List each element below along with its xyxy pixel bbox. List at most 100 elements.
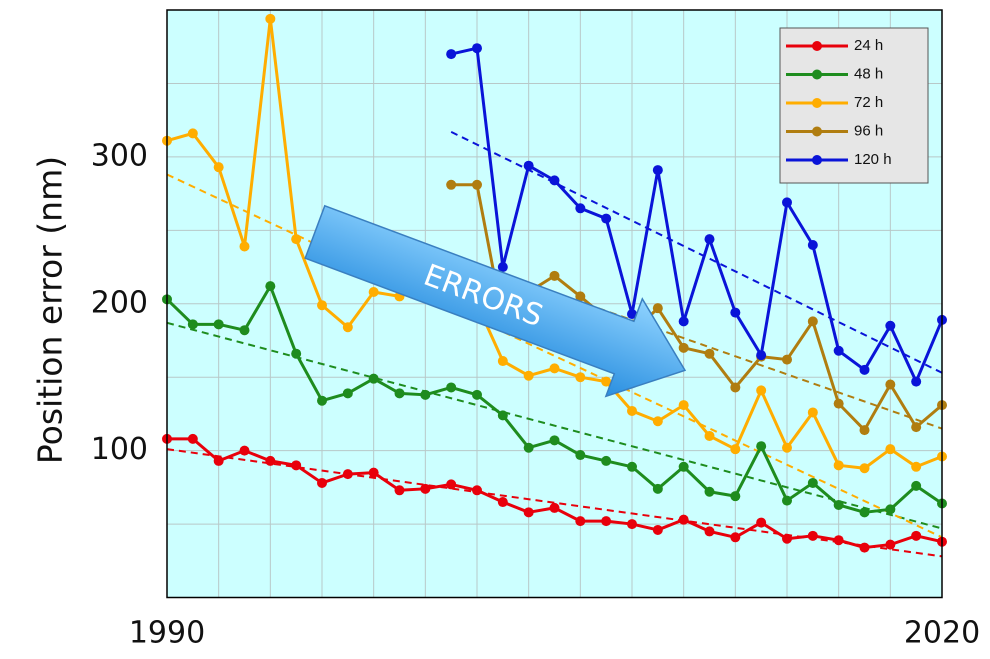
data-point [652,303,663,314]
data-point [317,300,327,311]
data-point [807,530,818,541]
data-point [497,262,508,273]
data-point [782,495,792,506]
data-point [678,400,689,411]
data-point [239,445,250,456]
data-point [601,516,612,527]
data-point [678,461,689,472]
data-point [446,49,457,60]
data-point [833,345,844,356]
data-point [911,461,922,472]
legend-marker [812,69,822,80]
data-point [523,507,534,518]
data-point [885,379,896,390]
legend-marker [812,155,822,165]
data-point [575,203,586,214]
data-point [782,442,792,453]
data-point [575,372,586,383]
y-tick-label: 200 [91,285,148,320]
data-point [265,13,276,24]
data-point [885,504,896,515]
data-point [833,460,844,471]
data-point [911,530,922,541]
data-point [549,270,560,281]
data-point [368,467,379,478]
data-point [730,444,741,455]
data-point [549,363,560,374]
data-point [885,444,896,455]
data-point [911,422,922,433]
data-point [756,517,767,528]
data-point [652,524,663,535]
data-point [549,435,560,446]
data-point [472,43,482,54]
data-point [342,388,353,399]
data-point [782,197,792,208]
data-point [213,162,224,173]
data-point [497,410,508,421]
data-point [782,533,792,544]
data-point [833,398,844,409]
data-point [678,316,689,327]
data-point [652,165,663,176]
data-point [368,373,379,384]
y-tick-label: 100 [91,432,148,467]
legend-label: 72 h [854,94,883,111]
data-point [807,477,818,488]
data-point [782,354,792,365]
data-point [446,179,457,190]
data-point [859,463,870,474]
legend-marker [812,41,822,51]
y-axis-label: Position error (nm) [31,156,70,464]
data-point [627,461,637,472]
data-point [265,281,276,292]
data-point [291,348,302,359]
data-point [523,160,534,171]
data-point [394,388,405,399]
data-point [627,405,637,416]
data-point [601,455,612,466]
data-point [187,433,198,444]
data-point [239,325,250,336]
data-point [291,234,302,245]
data-point [704,430,715,441]
data-point [497,497,508,508]
y-tick-label: 300 [91,138,148,173]
data-point [187,128,198,139]
data-point [472,389,482,400]
data-point [704,486,715,497]
data-point [885,539,896,550]
data-point [549,502,560,513]
data-point [652,416,663,427]
data-point [885,320,896,331]
data-point [523,370,534,381]
data-point [213,455,224,466]
data-point [807,407,818,418]
legend-label: 120 h [854,151,892,168]
data-point [446,479,457,490]
data-point [730,307,741,318]
data-point [730,491,741,502]
data-point [807,240,818,250]
data-point [756,441,767,452]
data-point [575,291,586,302]
data-point [859,507,870,518]
plot-border [166,9,943,599]
data-point [239,241,250,252]
data-point [911,480,922,491]
data-point [497,356,508,367]
data-point [911,376,922,387]
x-tick-label: 1990 [129,616,205,651]
data-point [704,234,715,245]
data-point [317,395,327,406]
data-point [291,460,302,471]
legend-marker [812,126,822,137]
data-point [317,477,327,488]
data-point [859,542,870,553]
data-point [575,516,586,527]
legend-box [779,27,929,184]
data-point [472,179,482,190]
data-point [394,485,405,496]
data-point [601,213,612,224]
